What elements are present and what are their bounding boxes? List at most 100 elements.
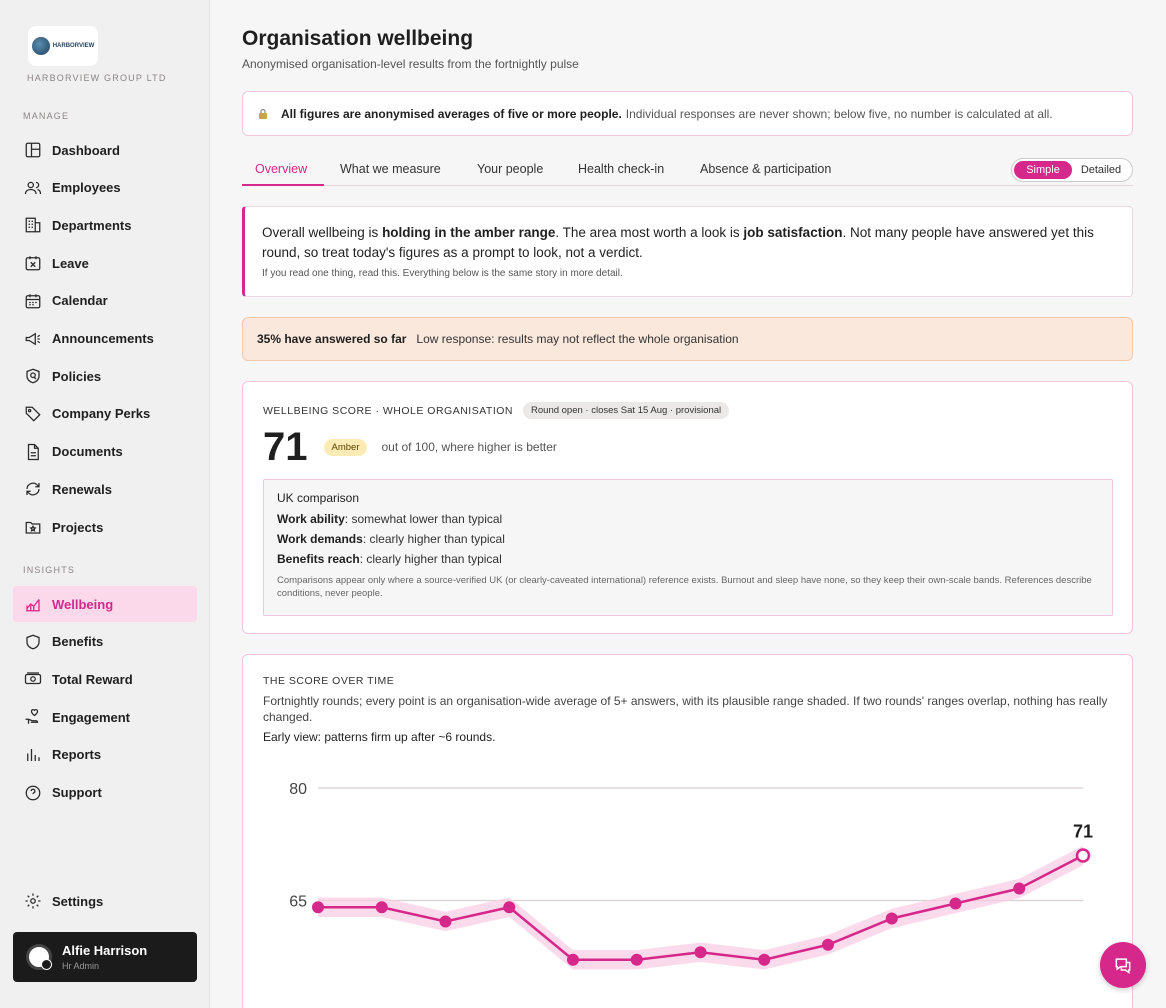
summary-callout: Overall wellbeing is holding in the ambe…: [242, 206, 1133, 297]
sidebar-item-label: Total Reward: [52, 671, 133, 687]
sidebar-item-label: Documents: [52, 444, 123, 460]
sidebar-item-employees[interactable]: Employees: [13, 170, 197, 206]
comparison-row: Benefits reach: clearly higher than typi…: [277, 552, 502, 566]
tab-absence-participation[interactable]: Absence & participation: [700, 162, 832, 176]
tab-what-we-measure[interactable]: What we measure: [340, 162, 441, 176]
sidebar-item-calendar[interactable]: Calendar: [13, 283, 197, 319]
response-warning-text: Low response: results may not reflect th…: [416, 332, 739, 346]
hand-heart-icon: [24, 708, 42, 726]
confidence-band: [318, 845, 1083, 970]
data-point: [439, 915, 452, 928]
timeline-early-note: Early view: patterns firm up after ~6 ro…: [263, 730, 496, 744]
data-point: [885, 912, 898, 925]
timeline-label: THE SCORE OVER TIME: [263, 675, 395, 687]
y-tick-label: 80: [289, 781, 307, 798]
tab-overview[interactable]: Overview: [255, 162, 308, 176]
shield-icon: [24, 633, 42, 651]
user-card[interactable]: Alfie Harrison Hr Admin: [13, 932, 197, 982]
timeline-description: Fortnightly rounds; every point is an or…: [263, 694, 1108, 724]
sidebar-item-label: Dashboard: [52, 142, 120, 158]
data-point: [1075, 848, 1091, 863]
sidebar-item-label: Wellbeing: [52, 596, 114, 612]
sidebar-item-label: Policies: [52, 368, 102, 384]
summary-text: Overall wellbeing is holding in the ambe…: [262, 225, 1094, 260]
building-icon: [24, 216, 42, 234]
gear-icon: [24, 892, 42, 910]
data-point: [630, 953, 643, 966]
chat-button[interactable]: [1100, 942, 1146, 988]
chat-icon: [1115, 958, 1131, 974]
data-point: [503, 901, 516, 914]
data-point: [822, 938, 834, 951]
manage-section-label: MANAGE: [23, 111, 70, 121]
score-card-label: WELLBEING SCORE · WHOLE ORGANISATION: [263, 404, 514, 417]
notice-text: Individual responses are never shown; be…: [625, 106, 1053, 121]
status-badge: Amber: [323, 438, 368, 456]
megaphone-icon: [24, 330, 42, 348]
tab-bar: Overview What we measure Your people Hea…: [242, 156, 1133, 186]
comparison-title: UK comparison: [277, 491, 360, 505]
user-role: Hr Admin: [62, 961, 100, 971]
sidebar-item-label: Leave: [52, 255, 89, 271]
lock-icon: [259, 108, 267, 119]
sidebar-item-reports[interactable]: Reports: [13, 737, 197, 773]
y-tick-label: 65: [289, 894, 307, 911]
comparison-row: Work ability: somewhat lower than typica…: [277, 512, 503, 526]
data-point: [375, 901, 388, 914]
sidebar-item-departments[interactable]: Departments: [13, 207, 197, 243]
folder-icon: [24, 518, 42, 536]
toggle-detailed[interactable]: Detailed: [1080, 164, 1122, 176]
user-name: Alfie Harrison: [62, 943, 148, 958]
data-label: 71: [1073, 822, 1093, 842]
help-icon: [24, 784, 42, 802]
shield-check-icon: [24, 367, 42, 385]
sidebar-item-label: Settings: [52, 893, 104, 909]
sidebar-item-company-perks[interactable]: Company Perks: [13, 396, 197, 432]
summary-note: If you read one thing, read this. Everyt…: [262, 268, 623, 279]
sidebar-item-total-reward[interactable]: Total Reward: [13, 661, 197, 697]
data-point: [758, 953, 771, 966]
toggle-simple[interactable]: Simple: [1014, 161, 1072, 179]
logo-mark: [31, 37, 50, 55]
view-toggle[interactable]: Simple Detailed: [1011, 158, 1133, 182]
money-icon: [24, 670, 42, 688]
response-rate: 35% have answered so far: [257, 332, 407, 346]
sidebar-item-dashboard[interactable]: Dashboard: [13, 132, 197, 168]
sidebar-item-label: Projects: [52, 519, 104, 535]
calendar-icon: [24, 292, 42, 310]
tab-your-people[interactable]: Your people: [477, 162, 544, 176]
sidebar-item-label: Engagement: [52, 709, 131, 725]
sidebar: HARBORVIEW HARBORVIEW GROUP LTD MANAGE D…: [0, 0, 210, 1008]
page-title: Organisation wellbeing: [242, 27, 474, 50]
comparison-footnote: Comparisons appear only where a source-v…: [277, 575, 1092, 599]
data-point: [694, 946, 707, 959]
company-logo[interactable]: HARBORVIEW: [28, 26, 98, 66]
comparison-row: Work demands: clearly higher than typica…: [277, 532, 505, 546]
org-name: HARBORVIEW GROUP LTD: [27, 73, 167, 83]
sidebar-item-settings[interactable]: Settings: [13, 883, 197, 919]
sidebar-item-label: Departments: [52, 217, 132, 233]
document-icon: [24, 443, 42, 461]
sidebar-item-engagement[interactable]: Engagement: [13, 699, 197, 735]
tab-health-check-in[interactable]: Health check-in: [578, 162, 665, 176]
sidebar-item-policies[interactable]: Policies: [13, 358, 197, 394]
sidebar-item-documents[interactable]: Documents: [13, 434, 197, 470]
active-tab-underline: [242, 184, 324, 186]
sidebar-item-announcements[interactable]: Announcements: [13, 321, 197, 357]
sidebar-item-support[interactable]: Support: [13, 775, 197, 811]
data-point: [949, 897, 962, 910]
chart-icon: [24, 595, 42, 613]
score-over-time-card: THE SCORE OVER TIME Fortnightly rounds; …: [242, 654, 1133, 1008]
notice-bold: All figures are anonymised averages of f…: [281, 106, 622, 121]
dashboard-icon: [24, 141, 42, 159]
logo-text: HARBORVIEW: [52, 43, 95, 49]
sidebar-item-renewals[interactable]: Renewals: [13, 471, 197, 507]
score-value: 71: [263, 424, 308, 469]
data-point: [1013, 882, 1026, 895]
sidebar-item-leave[interactable]: Leave: [13, 245, 197, 281]
sidebar-item-projects[interactable]: Projects: [13, 509, 197, 545]
sidebar-item-wellbeing[interactable]: Wellbeing: [13, 586, 197, 622]
sidebar-item-benefits[interactable]: Benefits: [13, 624, 197, 660]
score-line-chart: 80 65 50 71: [289, 781, 1093, 1008]
insights-section-label: INSIGHTS: [23, 565, 76, 575]
